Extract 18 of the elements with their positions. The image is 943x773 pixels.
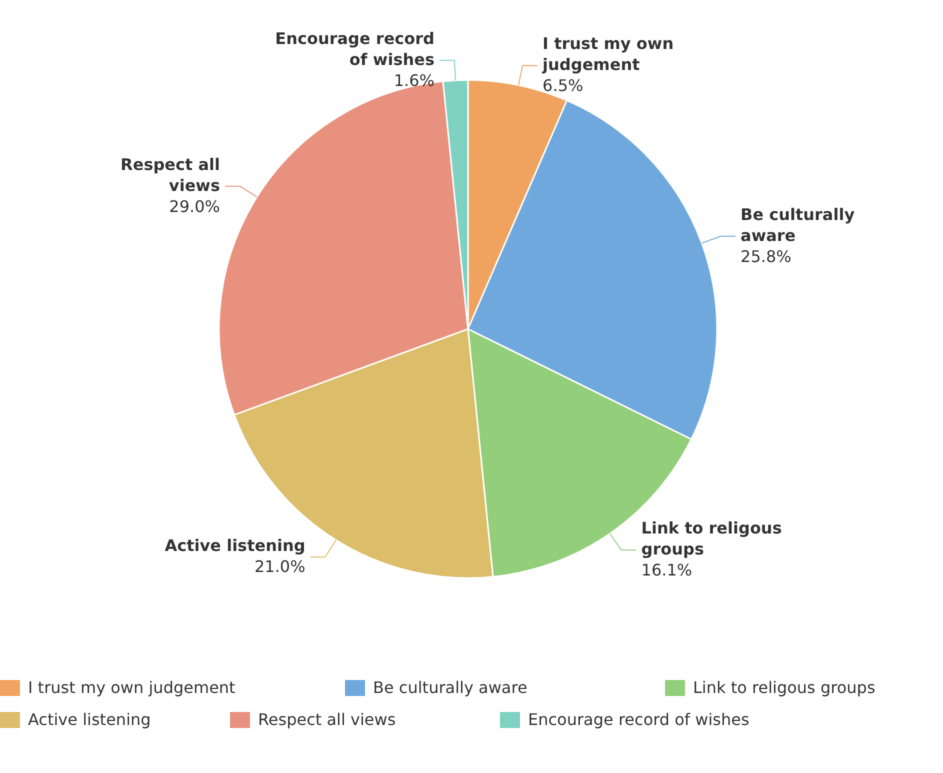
slice-label: I trust my own judgement xyxy=(542,34,674,74)
data-label: 21.0% xyxy=(254,557,306,576)
legend-label: Link to religous groups xyxy=(693,678,876,697)
data-label: 6.5% xyxy=(542,76,584,96)
data-label: 16.1% xyxy=(641,560,692,580)
data-label: 29.0% xyxy=(169,196,220,216)
legend-label: Active listening xyxy=(28,710,151,729)
legend-label: Respect all views xyxy=(258,710,396,729)
legend-label: Encourage record of wishes xyxy=(528,710,750,729)
slice-label: Respect all views xyxy=(120,154,220,195)
legend-label: Be culturally aware xyxy=(373,678,528,697)
slice-label: Encourage record of wishes xyxy=(275,28,434,69)
slice-label: Be culturally aware xyxy=(740,204,856,245)
data-label: 25.8% xyxy=(740,246,792,266)
slice-label: Active listening xyxy=(164,536,306,556)
legend-label: I trust my own judgement xyxy=(28,678,236,697)
slice-label: Link to religous groups xyxy=(641,518,782,559)
data-label: 1.6% xyxy=(394,70,434,90)
